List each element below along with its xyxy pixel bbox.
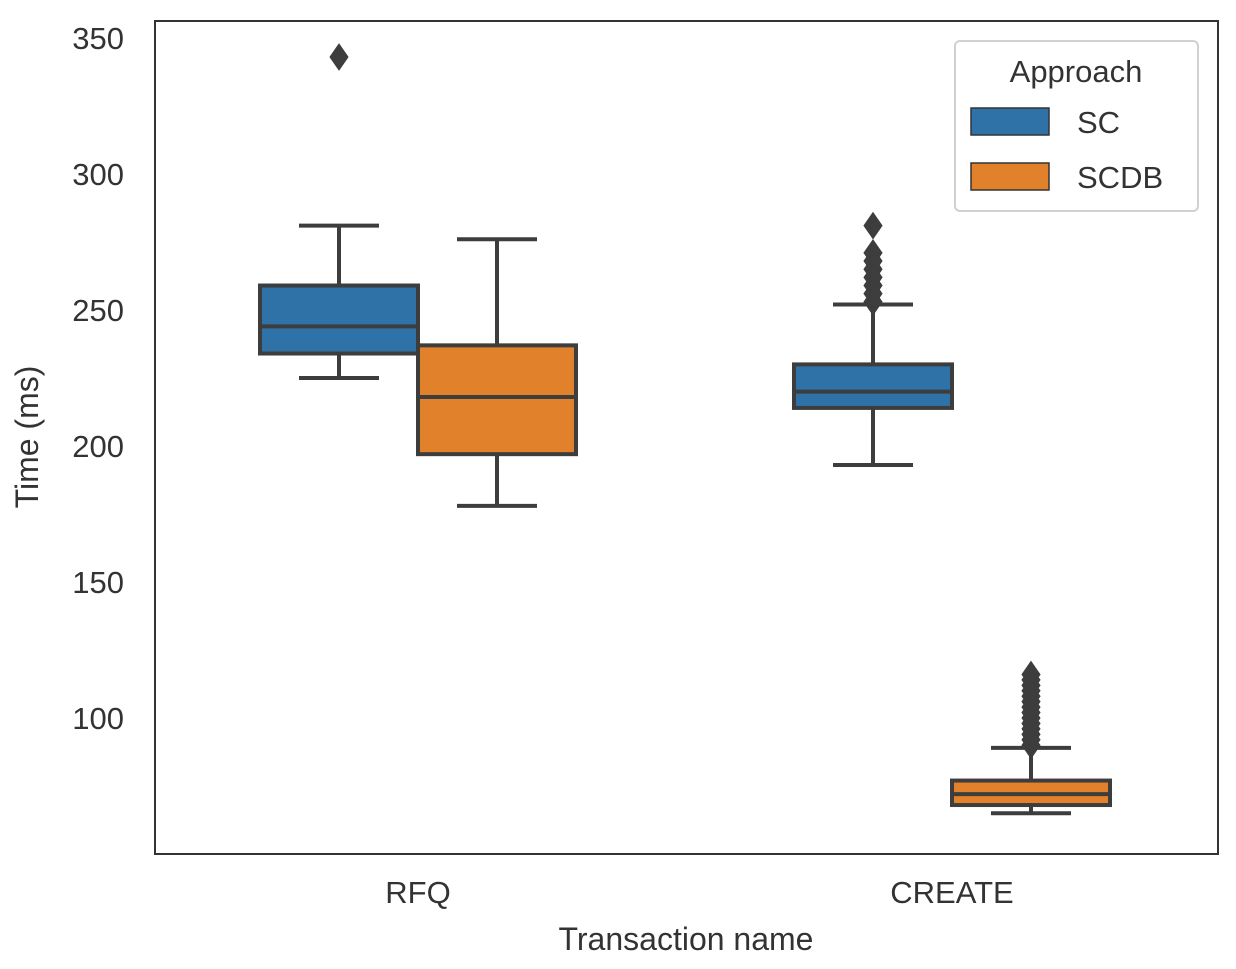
legend-title: Approach <box>1010 54 1143 89</box>
y-tick-label: 350 <box>72 21 124 56</box>
y-tick-label: 300 <box>72 157 124 192</box>
iqr-box <box>258 283 420 356</box>
box-sc-rfq <box>258 43 420 380</box>
iqr-box <box>792 362 954 410</box>
plot-frame <box>154 20 1219 855</box>
y-tick-label: 250 <box>72 293 124 328</box>
box-scdb-create <box>950 660 1112 816</box>
box-scdb-rfq <box>416 237 578 508</box>
y-tick-label: 200 <box>72 429 124 464</box>
x-tick-label: RFQ <box>385 875 450 910</box>
legend-swatch-scdb <box>970 162 1050 191</box>
x-ticks-layer: RFQ CREATE <box>385 875 1013 910</box>
y-ticks-layer: 100 150 200 250 300 350 <box>72 21 124 736</box>
x-tick-label: CREATE <box>890 875 1013 910</box>
legend-swatch-sc <box>970 107 1050 136</box>
box-sc-create <box>792 211 954 468</box>
legend: Approach SC SCDB <box>954 40 1199 212</box>
iqr-box <box>416 343 578 457</box>
outlier-point <box>863 211 883 240</box>
y-axis-label: Time (ms) <box>9 366 45 509</box>
legend-label-sc: SC <box>1077 105 1120 140</box>
outlier-point <box>329 43 349 71</box>
outlier-point <box>1021 660 1041 689</box>
outlier-point <box>863 239 883 267</box>
legend-label-scdb: SCDB <box>1077 160 1163 195</box>
boxes-layer <box>258 43 1112 816</box>
y-tick-label: 150 <box>72 565 124 600</box>
y-tick-label: 100 <box>72 701 124 736</box>
x-axis-label: Transaction name <box>559 921 814 957</box>
